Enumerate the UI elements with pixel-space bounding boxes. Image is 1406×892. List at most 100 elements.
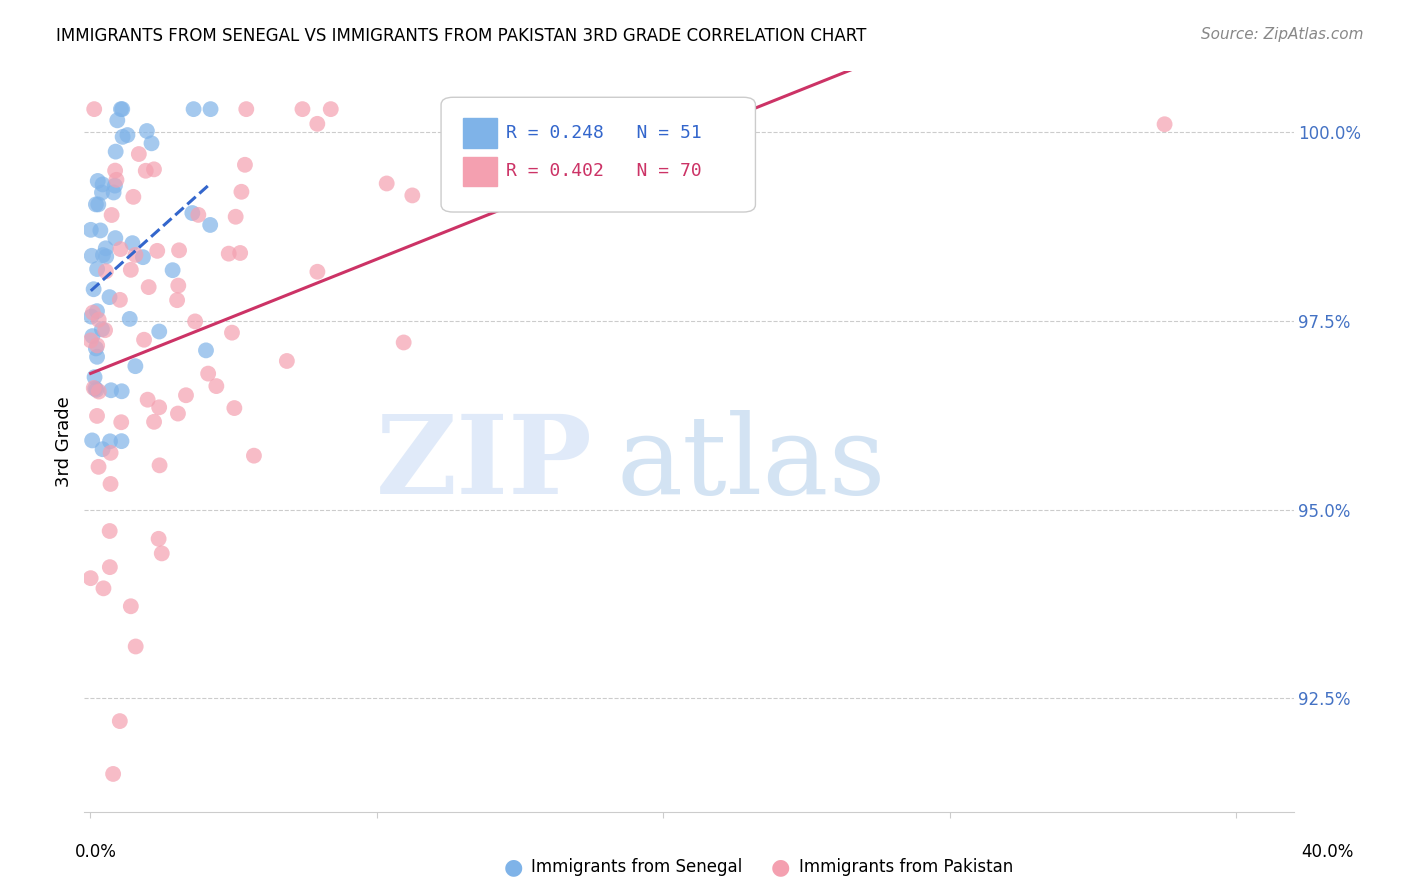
Point bbox=[94, 241, 117, 255]
Point bbox=[108, 714, 131, 728]
Point bbox=[197, 367, 219, 381]
Point bbox=[98, 434, 121, 449]
Point bbox=[82, 305, 104, 319]
Point bbox=[183, 102, 205, 116]
Point bbox=[98, 290, 121, 304]
Point bbox=[91, 186, 114, 200]
Point bbox=[79, 571, 101, 585]
Point bbox=[221, 326, 243, 340]
Point bbox=[307, 117, 329, 131]
Point bbox=[100, 208, 122, 222]
Point bbox=[307, 265, 329, 279]
Point bbox=[200, 102, 222, 116]
Point bbox=[84, 342, 107, 356]
Bar bbox=[463, 156, 496, 186]
Point bbox=[101, 767, 124, 781]
Point bbox=[224, 401, 246, 415]
Point bbox=[124, 359, 146, 373]
Point bbox=[111, 129, 134, 144]
Point bbox=[87, 174, 110, 188]
Point bbox=[184, 314, 207, 328]
Point bbox=[100, 477, 122, 491]
Point bbox=[319, 102, 342, 116]
Point bbox=[80, 223, 103, 237]
Text: ●: ● bbox=[770, 857, 790, 877]
Point bbox=[104, 145, 127, 159]
Point bbox=[125, 640, 148, 654]
Point bbox=[146, 244, 169, 258]
Point bbox=[104, 163, 127, 178]
Point bbox=[1153, 117, 1175, 131]
Point bbox=[86, 262, 108, 277]
Point bbox=[148, 401, 170, 415]
Point bbox=[80, 249, 103, 263]
Point bbox=[87, 197, 110, 211]
Point bbox=[110, 415, 132, 429]
Point bbox=[110, 434, 132, 449]
Point bbox=[122, 190, 145, 204]
Point bbox=[83, 282, 105, 296]
Point bbox=[124, 248, 146, 262]
Point bbox=[84, 197, 107, 211]
Text: ZIP: ZIP bbox=[375, 410, 592, 517]
Point bbox=[218, 246, 240, 260]
Point bbox=[120, 599, 142, 614]
Point bbox=[98, 560, 121, 574]
Point bbox=[148, 325, 170, 339]
Point bbox=[94, 323, 117, 337]
Point bbox=[481, 102, 503, 116]
Point bbox=[128, 147, 150, 161]
Text: Immigrants from Pakistan: Immigrants from Pakistan bbox=[799, 858, 1012, 876]
Bar bbox=[463, 118, 496, 147]
Text: ●: ● bbox=[503, 857, 523, 877]
Point bbox=[104, 231, 127, 245]
Point bbox=[91, 442, 114, 457]
Point bbox=[83, 370, 105, 384]
Text: Source: ZipAtlas.com: Source: ZipAtlas.com bbox=[1201, 27, 1364, 42]
Point bbox=[100, 384, 122, 398]
Point bbox=[118, 312, 141, 326]
Point bbox=[392, 335, 415, 350]
Point bbox=[80, 310, 103, 324]
Point bbox=[166, 293, 188, 308]
Point bbox=[91, 178, 114, 192]
Point bbox=[167, 278, 190, 293]
Point bbox=[86, 338, 108, 352]
Point bbox=[233, 158, 256, 172]
Point bbox=[167, 407, 190, 421]
Point bbox=[89, 223, 111, 237]
Point bbox=[86, 383, 108, 397]
Point bbox=[187, 208, 209, 222]
Point bbox=[132, 250, 155, 264]
Point bbox=[86, 409, 108, 423]
Point bbox=[105, 173, 128, 187]
Point bbox=[121, 236, 143, 251]
Text: Immigrants from Senegal: Immigrants from Senegal bbox=[531, 858, 742, 876]
Y-axis label: 3rd Grade: 3rd Grade bbox=[55, 396, 73, 487]
Point bbox=[205, 379, 228, 393]
Text: 0.0%: 0.0% bbox=[75, 843, 117, 861]
Point bbox=[108, 293, 131, 307]
Point bbox=[120, 263, 142, 277]
Point bbox=[87, 384, 110, 399]
Point bbox=[143, 162, 166, 177]
Point bbox=[79, 334, 101, 348]
Point bbox=[143, 415, 166, 429]
Point bbox=[132, 333, 155, 347]
Point bbox=[100, 446, 122, 460]
Point bbox=[86, 304, 108, 318]
Point bbox=[91, 248, 114, 262]
Point bbox=[86, 350, 108, 364]
Text: 40.0%: 40.0% bbox=[1301, 843, 1354, 861]
Point bbox=[94, 264, 117, 278]
Point bbox=[148, 532, 170, 546]
Point bbox=[181, 206, 204, 220]
Point bbox=[82, 434, 104, 448]
Point bbox=[96, 250, 118, 264]
Point bbox=[231, 185, 253, 199]
Point bbox=[229, 246, 252, 260]
Point bbox=[150, 546, 173, 560]
Point bbox=[401, 188, 423, 202]
Point bbox=[148, 458, 170, 473]
Point bbox=[375, 177, 398, 191]
